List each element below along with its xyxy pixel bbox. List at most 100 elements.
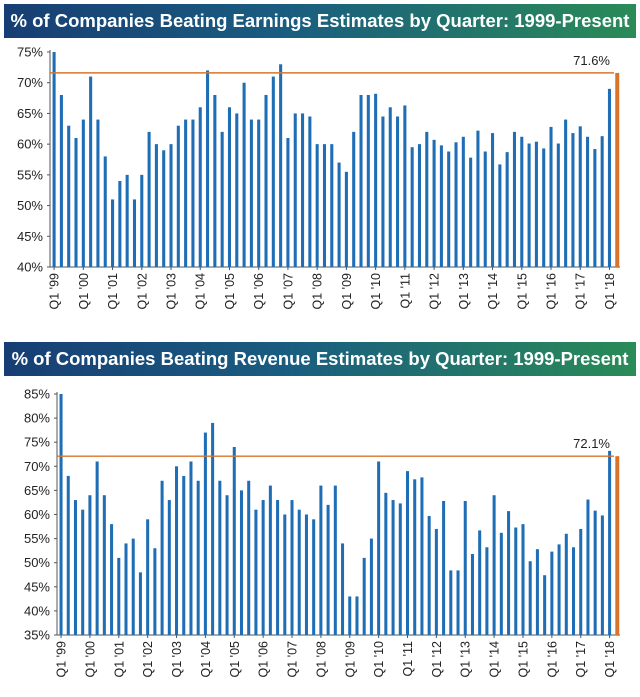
earnings-bar <box>315 144 319 267</box>
earnings-bar <box>586 136 590 267</box>
revenue-bar <box>297 509 301 635</box>
earnings-bar <box>593 149 597 267</box>
earnings-x-tick-label: Q1 '11 <box>398 273 412 309</box>
earnings-y-tick-label: 50% <box>17 198 43 213</box>
earnings-bar <box>461 136 465 267</box>
revenue-x-tick-label: Q1 '06 <box>257 641 271 677</box>
revenue-y-tick-label: 70% <box>24 459 50 474</box>
revenue-bar <box>586 499 590 635</box>
revenue-bar <box>572 547 576 635</box>
earnings-bar <box>89 76 93 267</box>
revenue-bar <box>369 538 373 635</box>
revenue-bar <box>160 480 164 635</box>
revenue-y-tick-label: 45% <box>24 579 50 594</box>
revenue-bar <box>579 528 583 635</box>
earnings-bar <box>140 174 144 267</box>
revenue-bar <box>95 461 99 635</box>
earnings-y-tick-label: 55% <box>17 167 43 182</box>
earnings-reference-label: 71.6% <box>573 53 610 68</box>
revenue-bar <box>420 477 424 635</box>
earnings-x-tick-label: Q1 '13 <box>457 273 471 309</box>
earnings-bar <box>483 151 487 267</box>
earnings-x-tick-label: Q1 '05 <box>223 273 237 309</box>
revenue-bar <box>362 557 366 635</box>
revenue-bar <box>276 500 280 635</box>
earnings-bar <box>125 174 129 267</box>
revenue-y-tick-label: 75% <box>24 435 50 450</box>
revenue-y-tick-label: 40% <box>24 603 50 618</box>
revenue-bar <box>211 422 215 635</box>
revenue-x-tick-label: Q1 '09 <box>343 641 357 677</box>
earnings-bar <box>184 119 188 267</box>
earnings-bar <box>505 152 509 267</box>
revenue-x-tick-label: Q1 '11 <box>401 641 415 677</box>
earnings-x-tick-label: Q1 '03 <box>165 273 179 309</box>
earnings-bar <box>520 136 524 267</box>
earnings-bar <box>169 144 173 267</box>
revenue-reference-label: 72.1% <box>573 436 610 451</box>
revenue-bar <box>377 461 381 635</box>
revenue-x-tick-label: Q1 '05 <box>228 641 242 677</box>
revenue-bar <box>239 490 243 635</box>
revenue-bar <box>182 475 186 635</box>
earnings-bar <box>271 76 275 267</box>
revenue-bar <box>499 532 503 635</box>
earnings-y-tick-label: 45% <box>17 229 43 244</box>
earnings-bar <box>52 52 56 267</box>
revenue-x-tick-label: Q1 '03 <box>170 641 184 677</box>
earnings-bar <box>293 113 297 268</box>
earnings-bar <box>381 116 385 267</box>
earnings-x-tick-label: Q1 '01 <box>106 273 120 309</box>
revenue-bar <box>341 543 345 635</box>
revenue-bar <box>247 480 251 635</box>
revenue-x-tick-label: Q1 '04 <box>199 641 213 677</box>
revenue-y-tick-label: 35% <box>24 628 50 643</box>
earnings-bar <box>600 136 604 267</box>
revenue-bar <box>110 524 114 635</box>
earnings-bar <box>81 119 85 267</box>
earnings-x-tick-label: Q1 '10 <box>369 273 383 309</box>
earnings-bar <box>432 139 436 267</box>
earnings-x-tick-label: Q1 '14 <box>486 273 500 309</box>
revenue-bar <box>138 572 142 635</box>
earnings-bar <box>322 144 327 267</box>
earnings-x-tick-label: Q1 '02 <box>135 273 149 309</box>
revenue-chart-title: % of Companies Beating Revenue Estimates… <box>11 348 629 369</box>
revenue-bar <box>398 503 402 635</box>
earnings-bar <box>344 171 348 267</box>
earnings-bar <box>439 145 443 267</box>
revenue-bar <box>268 485 272 635</box>
revenue-bar <box>73 500 77 635</box>
revenue-bar <box>189 461 193 635</box>
revenue-y-tick-label: 60% <box>24 507 50 522</box>
revenue-bar <box>485 547 489 635</box>
revenue-bar <box>312 519 316 635</box>
earnings-x-tick-label: Q1 '17 <box>574 273 588 309</box>
earnings-bar <box>191 119 195 267</box>
earnings-bar <box>308 116 312 267</box>
revenue-bar <box>261 500 265 635</box>
earnings-bar <box>527 143 531 267</box>
earnings-bar <box>556 143 560 267</box>
revenue-x-tick-label: Q1 '00 <box>83 641 97 677</box>
earnings-bar <box>220 131 224 267</box>
earnings-bar <box>564 119 568 267</box>
earnings-bar <box>476 130 480 267</box>
revenue-bar <box>175 466 179 635</box>
revenue-bar <box>384 492 388 635</box>
revenue-bar <box>449 570 453 635</box>
revenue-bar <box>326 504 330 635</box>
earnings-bar <box>227 107 232 267</box>
earnings-bar <box>512 131 517 267</box>
earnings-chart-title: % of Companies Beating Earnings Estimate… <box>10 10 630 31</box>
revenue-bar <box>218 480 222 635</box>
earnings-bar <box>403 105 407 267</box>
revenue-bar <box>535 549 539 635</box>
revenue-bar <box>59 394 63 635</box>
revenue-chart-title-bar: % of Companies Beating Revenue Estimates… <box>4 342 636 376</box>
earnings-bar <box>132 199 137 267</box>
revenue-bar <box>593 510 597 635</box>
revenue-bar <box>543 575 547 635</box>
revenue-x-tick-label: Q1 '17 <box>574 641 588 677</box>
revenue-bar <box>521 524 525 635</box>
